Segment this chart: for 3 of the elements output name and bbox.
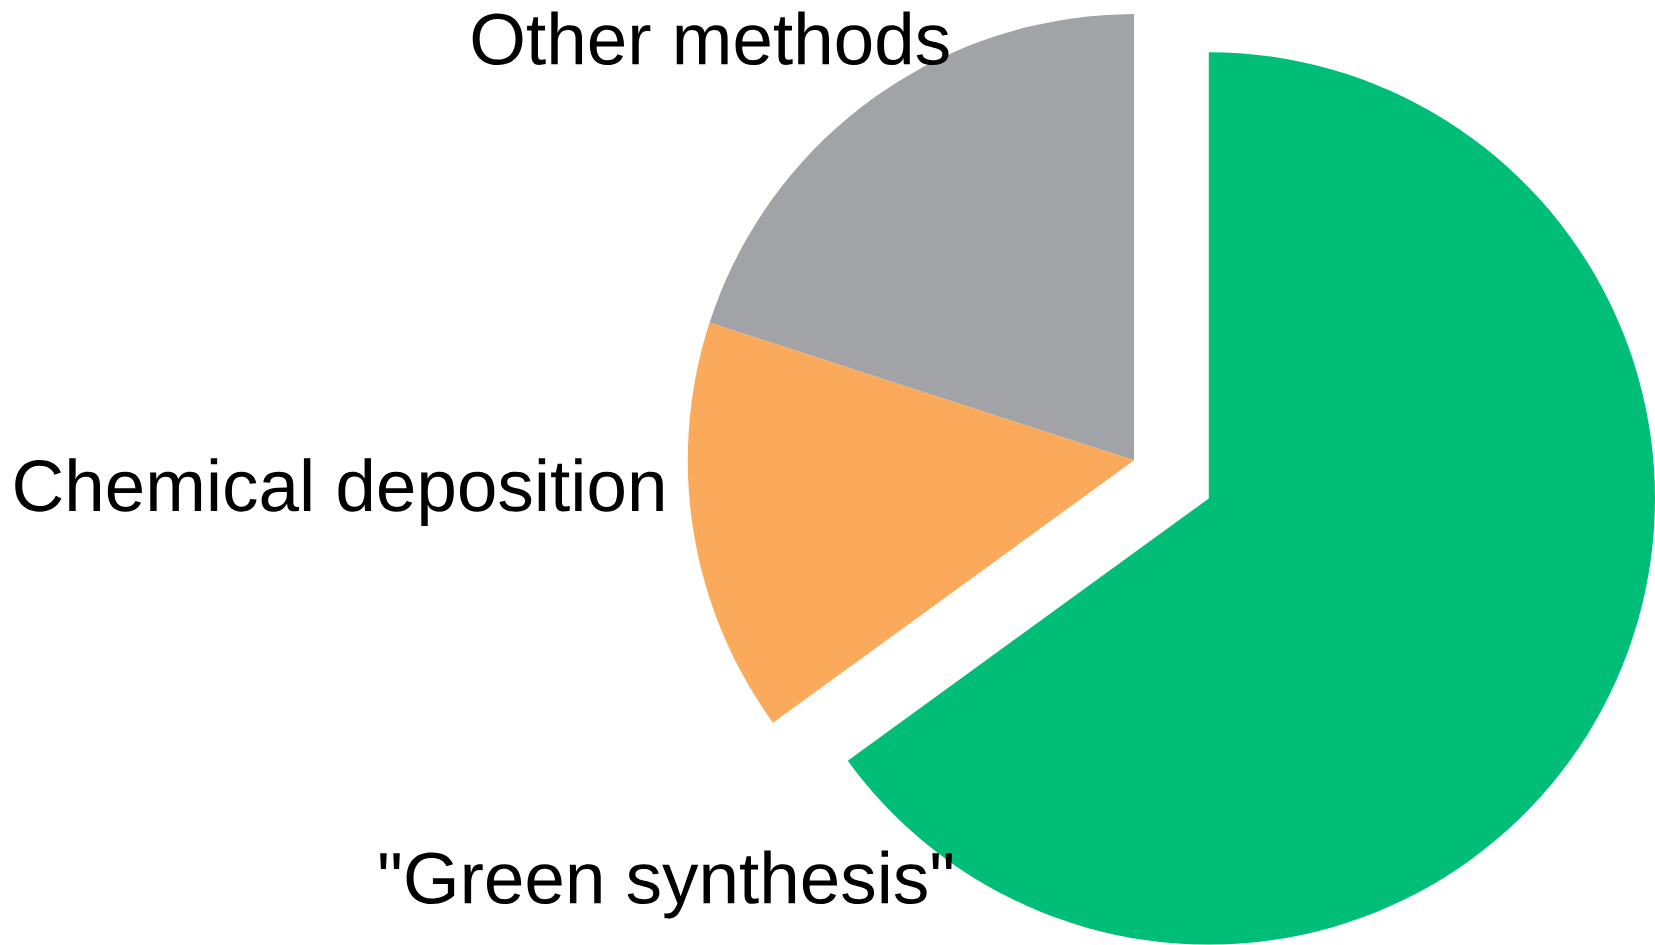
slice-label: Other methods xyxy=(472,11,949,66)
slice-label: Chemical deposition xyxy=(15,458,663,527)
slice-label: "Green synthesis" xyxy=(380,850,953,919)
